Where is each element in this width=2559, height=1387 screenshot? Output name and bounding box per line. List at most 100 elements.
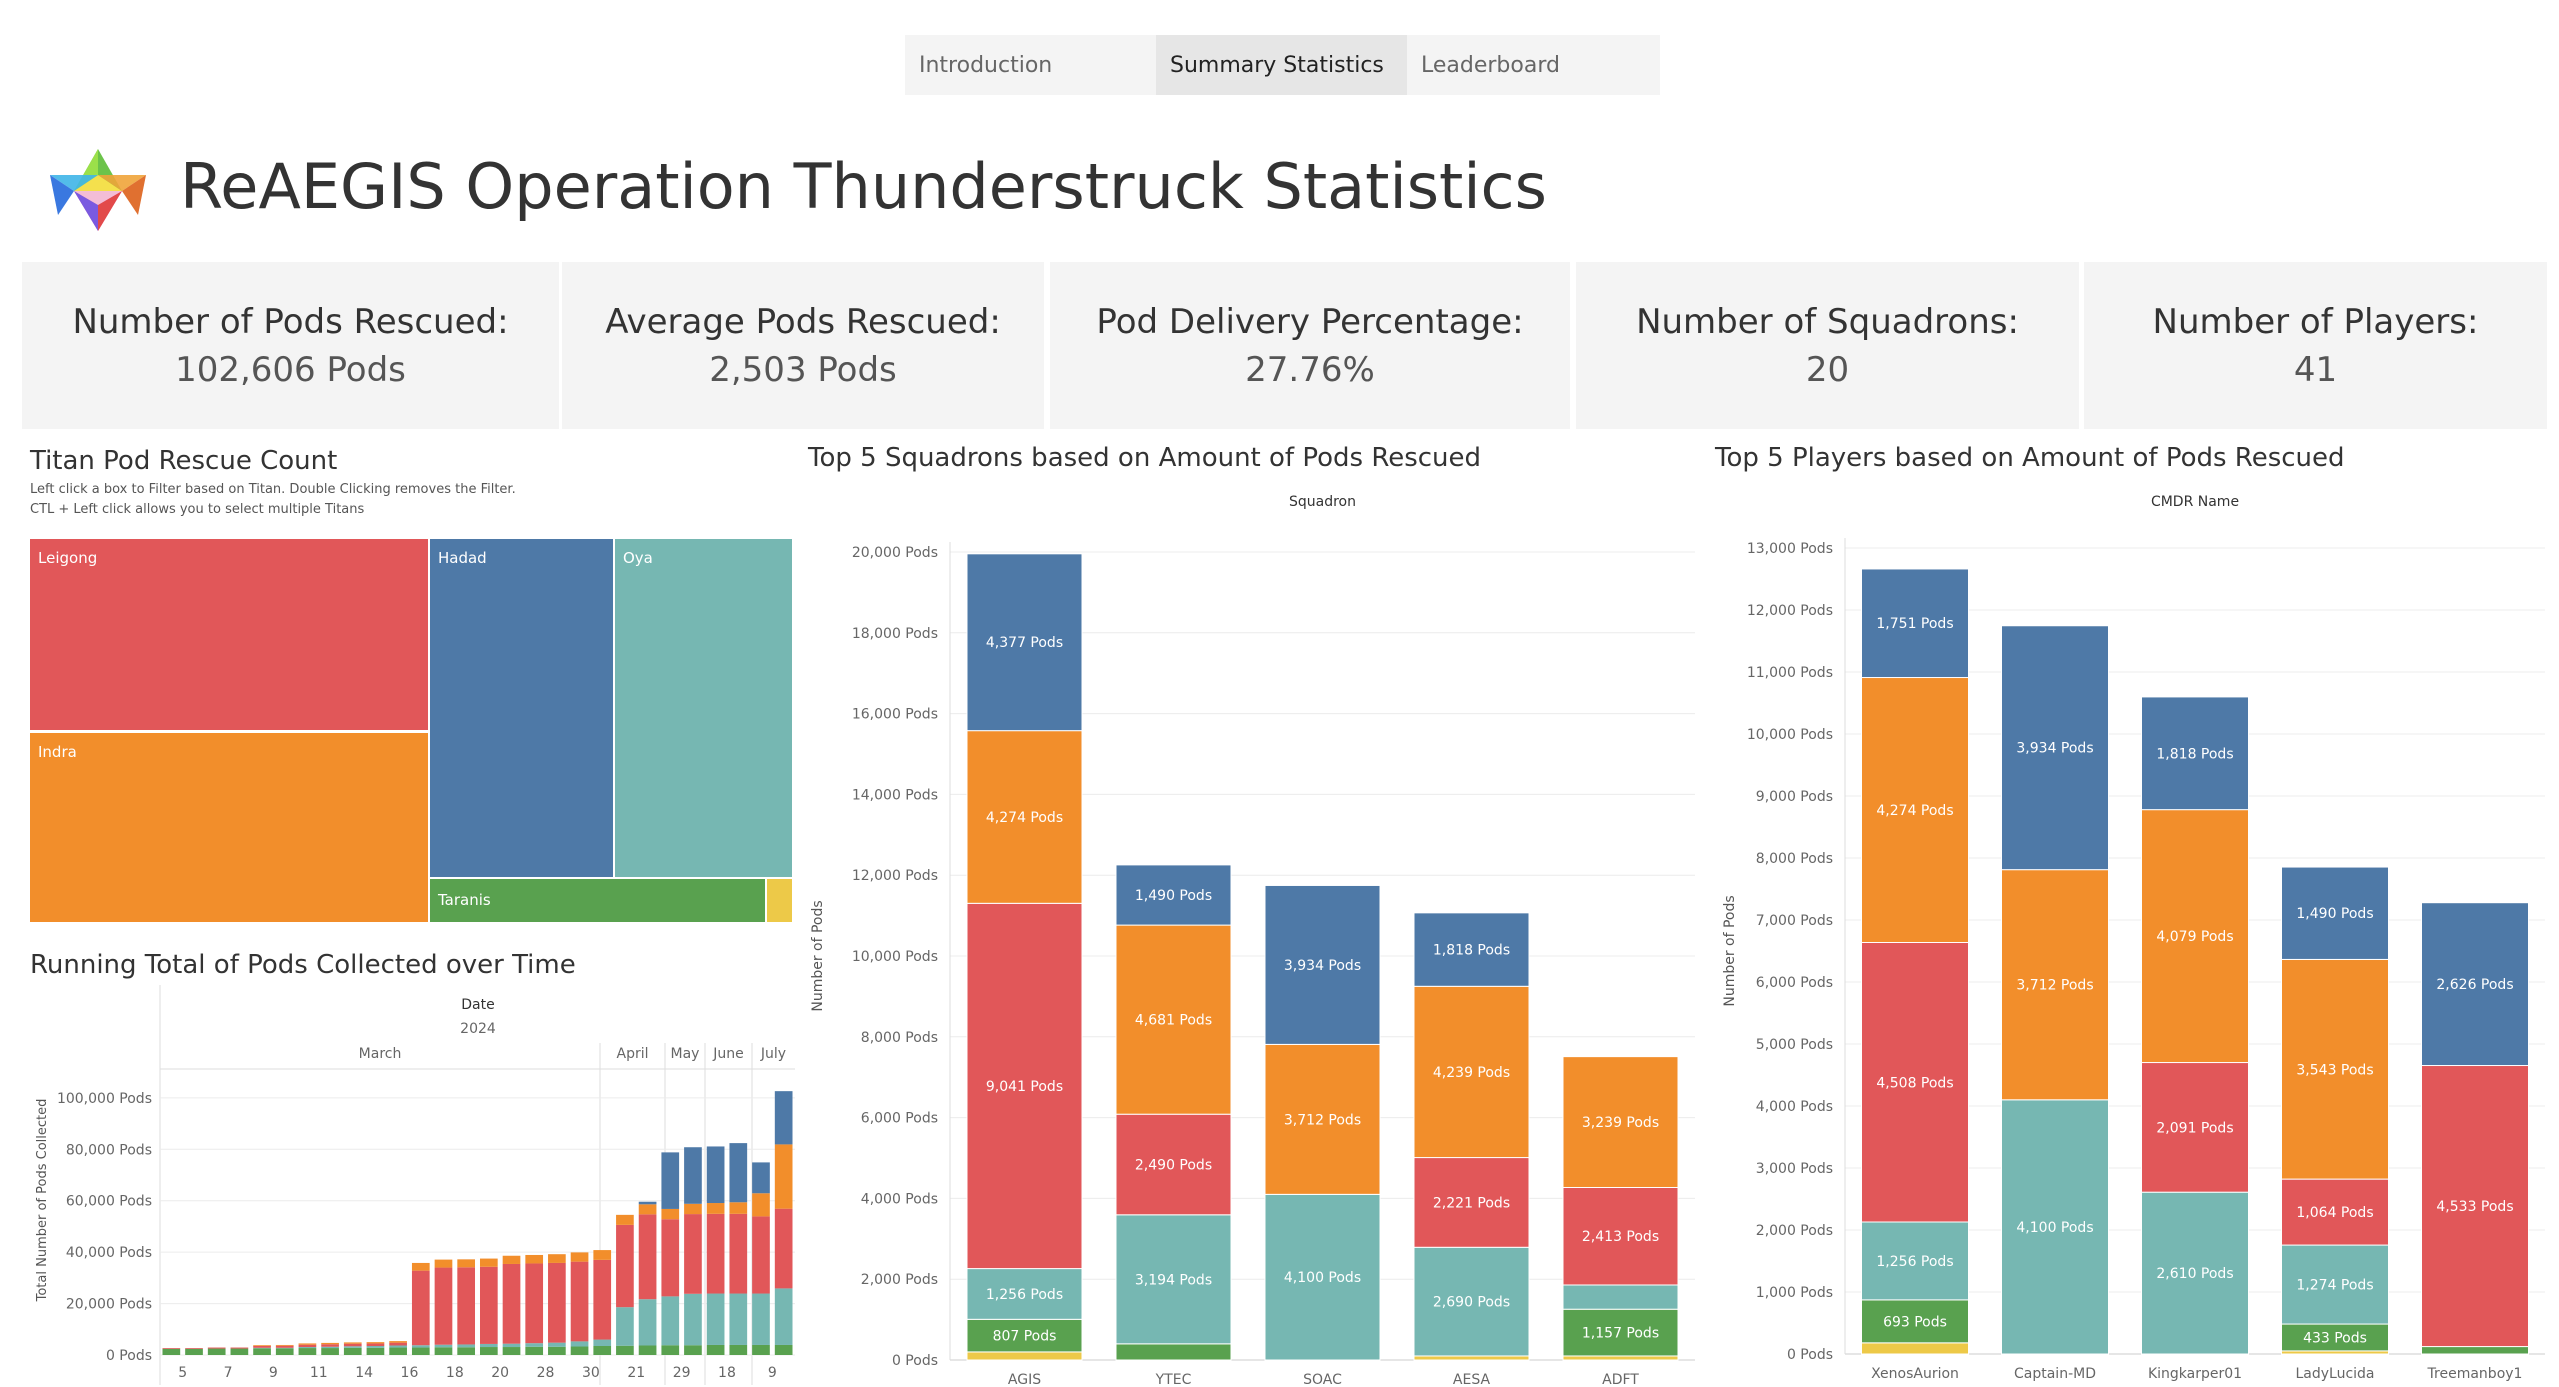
treemap-cell-oya[interactable]: Oya [613, 537, 794, 879]
y-tick-label: 6,000 Pods [861, 1111, 938, 1127]
kpi-delivery-percentage: Pod Delivery Percentage: 27.76% [1050, 262, 1570, 429]
bar-segment [230, 1347, 249, 1349]
treemap-cell-taranis[interactable]: Taranis [428, 877, 767, 924]
bar-segment [966, 730, 1083, 904]
bar-segment [457, 1267, 476, 1345]
data-label: 4,681 Pods [1135, 1013, 1212, 1029]
bar-segment [366, 1342, 385, 1344]
bar-segment [774, 1091, 793, 1145]
bar-segment [2421, 902, 2529, 1067]
data-label: 4,533 Pods [2436, 1199, 2513, 1215]
x-tick-label: 20 [491, 1365, 509, 1381]
y-tick-label: 80,000 Pods [66, 1142, 152, 1158]
data-label: 1,490 Pods [2296, 906, 2373, 922]
logo-icon [50, 149, 146, 231]
squadrons-title: Top 5 Squadrons based on Amount of Pods … [808, 443, 1482, 473]
data-label: 433 Pods [2303, 1330, 2367, 1346]
kpi-label: Average Pods Rescued: [605, 301, 1001, 342]
bar-segment [1413, 1157, 1530, 1248]
bar-segment [321, 1342, 339, 1345]
bar-segment [2001, 869, 2109, 1101]
tab-leaderboard[interactable]: Leaderboard [1421, 52, 1560, 78]
data-label: 4,274 Pods [1876, 803, 1953, 819]
x-tick-label: 18 [446, 1365, 464, 1381]
x-tick-label: Kingkarper01 [2148, 1366, 2242, 1382]
bar-segment [729, 1202, 748, 1214]
treemap-cell-other[interactable] [765, 877, 794, 924]
bar-segment [661, 1219, 680, 1297]
x-tick-label: 18 [718, 1365, 736, 1381]
bar-segment [570, 1252, 589, 1262]
bar-segment [275, 1347, 294, 1349]
tab-introduction[interactable]: Introduction [919, 52, 1053, 78]
bar-segment [1562, 1186, 1679, 1286]
bar-segment [434, 1259, 453, 1268]
data-label: 3,712 Pods [1284, 1112, 1361, 1128]
kpi-value: 41 [2293, 349, 2338, 390]
bar-segment [548, 1342, 566, 1347]
data-label: 1,274 Pods [2296, 1278, 2373, 1294]
bar-segment [525, 1346, 544, 1355]
bar-segment [661, 1345, 680, 1355]
bar-segment [661, 1208, 680, 1220]
data-label: 2,610 Pods [2156, 1266, 2233, 1282]
bar-segment [502, 1347, 521, 1355]
y-tick-label: 2,000 Pods [1756, 1223, 1833, 1239]
data-label: 1,751 Pods [1876, 616, 1953, 632]
bar-segment [661, 1296, 680, 1346]
treemap-cell-leigong[interactable]: Leigong [28, 537, 430, 732]
y-tick-label: 2,000 Pods [861, 1272, 938, 1288]
bar-segment [411, 1262, 430, 1271]
y-tick-label: 100,000 Pods [57, 1091, 152, 1107]
bar-segment [207, 1347, 226, 1349]
bar-segment [253, 1345, 271, 1346]
bar-segment [1861, 942, 1969, 1223]
bar-segment [774, 1344, 793, 1355]
bar-segment [343, 1347, 362, 1355]
x-tick-label: 16 [401, 1365, 419, 1381]
y-tick-label: 12,000 Pods [1747, 603, 1833, 619]
bar-segment [1413, 912, 1530, 987]
bar-segment [548, 1262, 566, 1343]
kpi-value: 20 [1805, 349, 1850, 390]
data-label: 1,490 Pods [1135, 888, 1212, 904]
bar-segment [966, 1318, 1083, 1353]
bar-segment [457, 1347, 476, 1355]
bar-segment [638, 1345, 657, 1355]
bar-segment [343, 1342, 362, 1344]
y-tick-label: 7,000 Pods [1756, 913, 1833, 929]
bar-segment [684, 1214, 702, 1294]
bar-segment [684, 1345, 702, 1355]
bar-segment [1861, 677, 1969, 944]
bar-segment [1264, 1043, 1381, 1195]
bar-segment [706, 1213, 725, 1294]
bar-segment [1115, 924, 1232, 1115]
bar-segment [706, 1293, 725, 1345]
bar-segment [1562, 1355, 1679, 1361]
bar-segment [570, 1341, 589, 1347]
running-total-chart: Date 2024 March April May June July 0 Pods 20,00… [35, 985, 795, 1385]
treemap-cell-hadad[interactable]: Hadad [428, 537, 615, 879]
data-label: 3,194 Pods [1135, 1272, 1212, 1288]
bar-segment [729, 1213, 748, 1294]
tab-summary-statistics[interactable]: Summary Statistics [1156, 35, 1407, 95]
data-label: 3,934 Pods [2016, 741, 2093, 757]
treemap-label: Taranis [438, 891, 491, 909]
bar-segment [1861, 1299, 1969, 1344]
treemap-label: Indra [38, 743, 77, 761]
x-tick-label: ADFT [1602, 1372, 1639, 1387]
bar-segment [1115, 864, 1232, 926]
y-tick-label: 12,000 Pods [852, 868, 938, 884]
kpi-squadrons: Number of Squadrons: 20 [1576, 262, 2079, 429]
treemap-cell-indra[interactable]: Indra [28, 731, 430, 924]
y-tick-label: 0 Pods [106, 1348, 152, 1364]
data-label: 3,543 Pods [2296, 1062, 2373, 1078]
bar-segment [457, 1344, 476, 1348]
bar-segment [774, 1144, 793, 1209]
y-tick-label: 14,000 Pods [852, 787, 938, 803]
players-chart: CMDR Name 0 Pods 1,000 Pods 2,000 Pods 3,000… [1722, 494, 2545, 1382]
kpi-pods-rescued: Number of Pods Rescued: 102,606 Pods [22, 262, 559, 429]
data-label: 2,626 Pods [2436, 977, 2513, 993]
bar-segment [593, 1250, 612, 1260]
year-label: 2024 [460, 1021, 496, 1037]
